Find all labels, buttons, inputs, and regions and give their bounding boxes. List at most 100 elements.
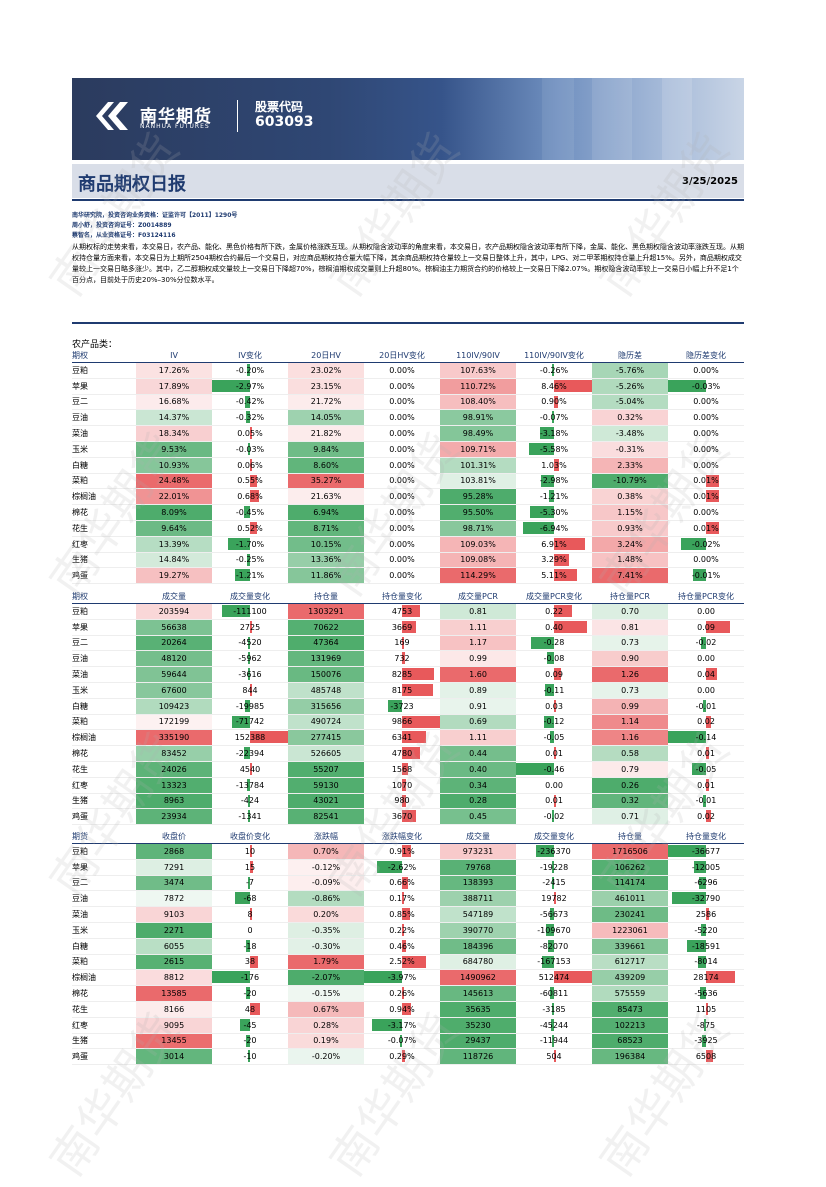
table-row: 豆粕 17.26% -0.20% 23.02% 0.00% 107.63% -0.26% -5… xyxy=(72,362,744,379)
cell-value: 169 xyxy=(394,638,410,648)
cell-value: -0.01% xyxy=(691,571,721,581)
data-cell: 15 xyxy=(212,859,288,876)
positive-bar xyxy=(402,762,409,775)
cell-value: 0.20% xyxy=(313,910,339,920)
cell-value: -56673 xyxy=(539,910,569,920)
data-cell: -0.30% xyxy=(288,938,364,955)
cell-value: -0.02 xyxy=(695,638,717,648)
cell-value: 109423 xyxy=(158,701,190,711)
data-cell: 0.01% xyxy=(668,473,744,490)
column-header: 成交量PCR变化 xyxy=(516,590,592,604)
data-cell: -2.97% xyxy=(212,378,288,395)
data-cell: 3014 xyxy=(136,1048,212,1066)
data-cell: 2271 xyxy=(136,922,212,939)
data-cell: 19.27% xyxy=(136,567,212,585)
positive-bar xyxy=(554,668,562,681)
cell-value: 47364 xyxy=(313,638,339,648)
table-row: 花生 9.64% 0.52% 8.71% 0.00% 98.71% -6.94% 0.93% 0… xyxy=(72,520,744,537)
positive-bar xyxy=(706,810,712,823)
data-cell: 107.63% xyxy=(440,362,516,379)
data-cell: 732 xyxy=(364,650,440,668)
cell-value: 55207 xyxy=(313,764,339,774)
cell-value: -60811 xyxy=(539,989,569,999)
positive-bar xyxy=(250,620,252,633)
data-cell: 67600 xyxy=(136,682,212,699)
data-cell: 1.26 xyxy=(592,666,668,683)
positive-bar xyxy=(402,810,417,823)
cell-value: -5636 xyxy=(694,989,718,999)
negative-bar xyxy=(246,939,250,952)
positive-bar xyxy=(554,747,556,760)
cell-value: 0.94% xyxy=(389,1004,415,1014)
data-cell: 0.00% xyxy=(364,488,440,506)
cell-value: -18591 xyxy=(691,941,721,951)
cell-value: 0.02 xyxy=(697,812,715,822)
data-cell: 8963 xyxy=(136,793,212,810)
positive-bar xyxy=(250,427,252,440)
data-cell: 0.26% xyxy=(364,985,440,1002)
data-cell: 11.86% xyxy=(288,567,364,585)
data-cell: 98.91% xyxy=(440,409,516,427)
data-cell: -0.05 xyxy=(516,729,592,747)
cell-value: 184396 xyxy=(462,941,494,951)
positive-bar xyxy=(402,845,411,857)
cell-value: 0.70% xyxy=(313,846,339,856)
data-cell: -0.02 xyxy=(516,808,592,826)
data-cell: -0.08 xyxy=(516,650,592,668)
data-cell: -18591 xyxy=(668,938,744,955)
cell-value: 0.17% xyxy=(389,894,415,904)
cell-value: 3.24% xyxy=(617,539,643,549)
cell-value: 0.32 xyxy=(621,796,639,806)
cell-value: 0.91 xyxy=(469,701,487,711)
positive-bar xyxy=(402,636,404,649)
cell-value: 0.01 xyxy=(545,796,563,806)
volume-table: 期权 成交量 成交量变化 持仓量 持仓量变化 成交量PCR 成交量PCR变化 持仓量PCR 持仓… xyxy=(72,590,744,826)
column-header: 110IV/90IV xyxy=(440,349,516,363)
cell-value: 0.45 xyxy=(469,812,487,822)
data-cell: -0.03% xyxy=(668,378,744,395)
data-cell: 0.00% xyxy=(364,394,440,411)
cell-value: -0.20% xyxy=(235,365,265,375)
data-cell: -0.28 xyxy=(516,635,592,652)
data-cell: -5.04% xyxy=(592,394,668,411)
cell-value: -111100 xyxy=(233,606,267,616)
data-cell: 3.29% xyxy=(516,552,592,569)
data-cell: 0.32 xyxy=(592,793,668,810)
data-cell: 485748 xyxy=(288,682,364,699)
positive-bar xyxy=(402,731,427,744)
positive-bar xyxy=(554,553,569,566)
cell-value: 1.11 xyxy=(469,622,487,632)
cell-value: 109.71% xyxy=(460,444,496,454)
data-cell: 21.82% xyxy=(288,425,364,442)
data-cell: 0.01% xyxy=(668,520,744,537)
negative-bar xyxy=(541,955,554,968)
cell-value: 0.00% xyxy=(389,460,415,470)
positive-bar xyxy=(706,715,712,728)
data-cell: 38 xyxy=(212,954,288,971)
cell-value: 0.00% xyxy=(389,381,415,391)
negative-bar xyxy=(248,668,250,681)
cell-value: 23.02% xyxy=(310,365,342,375)
column-header: 成交量 xyxy=(440,830,516,844)
cell-value: 1223061 xyxy=(612,925,648,935)
negative-bar xyxy=(222,605,250,617)
data-cell: 1568 xyxy=(364,761,440,778)
data-cell: 1.48% xyxy=(592,552,668,569)
cell-value: 0.00% xyxy=(389,555,415,565)
data-cell: 13.36% xyxy=(288,552,364,569)
negative-bar xyxy=(234,569,250,582)
cell-value: 0.22 xyxy=(545,606,563,616)
table-row: 白糖 10.93% 0.06% 8.60% 0.00% 101.31% 1.03% 2.33%… xyxy=(72,457,744,474)
cell-value: 17.89% xyxy=(158,381,190,391)
data-cell: -2.98% xyxy=(516,473,592,490)
cell-value: -3185 xyxy=(542,1004,566,1014)
data-cell: 0.45 xyxy=(440,808,516,826)
data-cell: 13455 xyxy=(136,1033,212,1050)
cell-value: 1.26 xyxy=(621,670,639,680)
data-cell: 2.33% xyxy=(592,457,668,474)
data-cell: 4780 xyxy=(364,745,440,762)
data-cell: 844 xyxy=(212,682,288,699)
table-row: 棕榈油 8812 -176 -2.07% -3.97% 1490962 512474 4392… xyxy=(72,969,744,987)
negative-bar xyxy=(247,1050,250,1063)
data-cell: 0.79 xyxy=(592,761,668,778)
